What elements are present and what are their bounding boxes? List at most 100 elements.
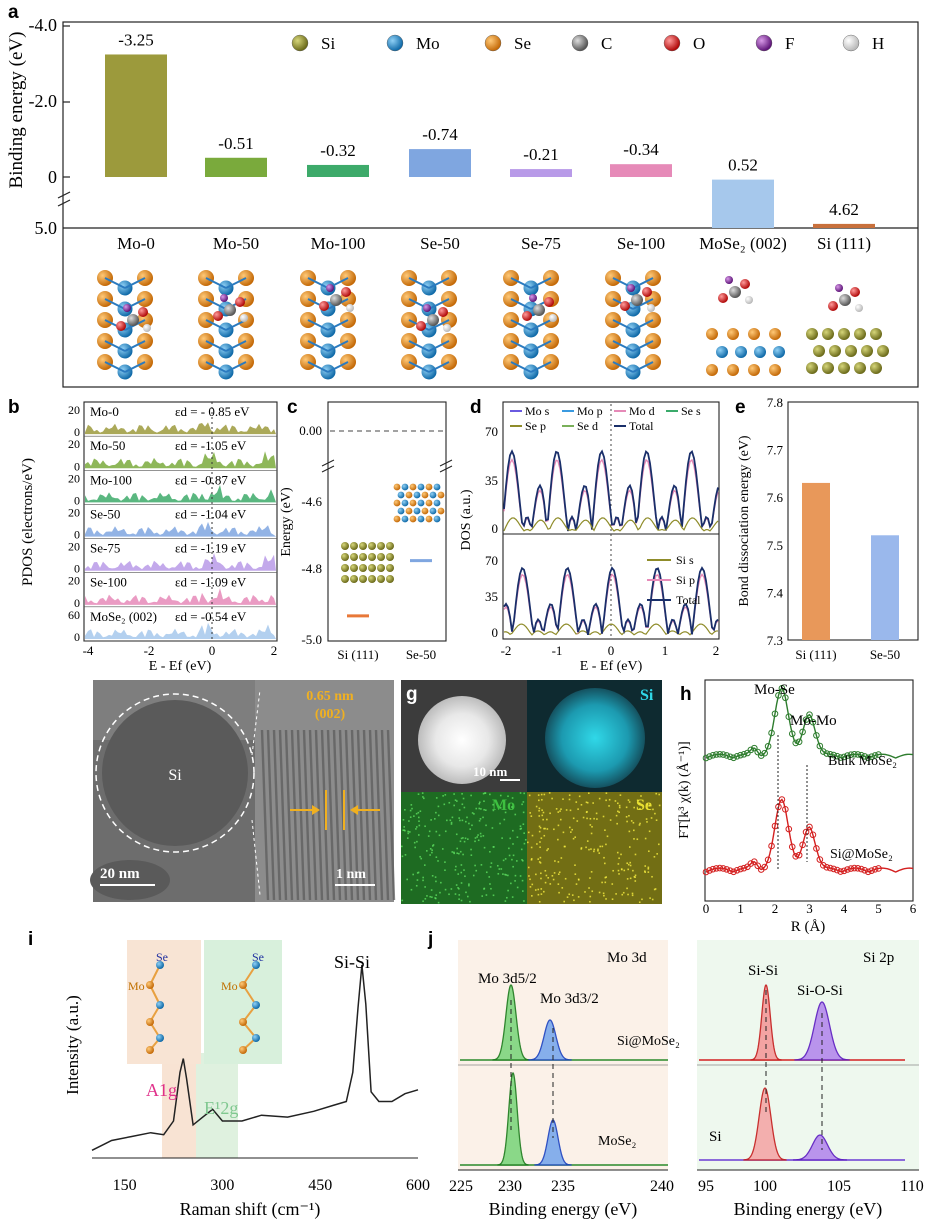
pdos-ytick: 20 [68, 471, 80, 485]
pdos-ytick: 20 [68, 403, 80, 417]
pdos-ytick: 0 [74, 596, 80, 610]
pdos-ytick: 0 [74, 562, 80, 576]
bar-value-label: -0.51 [218, 134, 253, 153]
xps-right-xtick: 110 [900, 1178, 923, 1195]
panel-i-xtick: 150 [113, 1177, 137, 1194]
panel-label-d: d [470, 397, 482, 418]
panel-a-category: Mo-100 [311, 234, 366, 253]
pdos-row-label: Se-100 [90, 575, 127, 590]
dos-curve [503, 517, 719, 532]
legend-label: Se [514, 34, 531, 53]
legend-label: O [693, 34, 705, 53]
panel-a-ytick: 5.0 [35, 218, 58, 238]
pdos-row-label: Mo-50 [90, 438, 125, 453]
panel-f: f Si 20 nm 0.65 nm (002) 1 nm [90, 680, 396, 902]
bar-6 [712, 179, 774, 228]
pdos-ed-value: εd = -0.54 eV [175, 609, 247, 624]
panel-a-category: Si (111) [817, 234, 871, 253]
panel-e: e Bond dissociation energy (eV) 7.8 7.7 7.… [735, 395, 919, 662]
xps-sample-bottom: MoSe₂ [598, 1134, 636, 1149]
panel-e-ytick: 7.7 [767, 443, 784, 458]
panel-h-xtick: 3 [806, 901, 813, 916]
xps-si-label: Si [709, 1129, 722, 1145]
xps-peak [792, 1134, 848, 1161]
haadf-particle [418, 696, 506, 784]
chain-atom-se: Se [252, 950, 264, 964]
bar-value-label: -0.34 [623, 140, 659, 159]
pdos-row-label: Mo-0 [90, 404, 119, 419]
dos-curve [503, 623, 719, 636]
panel-h-ylabel: FT[k³ χ(k) (Å⁻¹)] [676, 741, 692, 838]
panel-a-structures [97, 270, 889, 380]
panel-i: i Mo Se Mo Se Intensity (a.u.) Si-Si A1g E¹… [28, 929, 430, 1220]
curve-si-label: Si@MoSe₂ [830, 847, 893, 862]
bar-value-label: -0.21 [523, 145, 558, 164]
pdos-ytick: 0 [74, 528, 80, 542]
panel-i-xlabel: Raman shift (cm⁻¹) [180, 1199, 321, 1220]
pdos-area [85, 422, 276, 435]
pdos-ytick: 0 [74, 630, 80, 644]
exafs-bulk [705, 687, 914, 759]
xps-left-xlabel: Binding energy (eV) [489, 1199, 638, 1220]
panel-e-ytick: 7.5 [767, 538, 783, 553]
curve-bulk-label: Bulk MoSe₂ [828, 754, 897, 769]
bar-value-label: -0.74 [422, 125, 458, 144]
panel-a-ylabel: Binding energy (eV) [6, 32, 27, 189]
legend-label: Mo [416, 34, 440, 53]
panel-a-ytick: 0 [48, 167, 57, 187]
xps-right-xtick: 105 [827, 1178, 851, 1195]
panel-b: b PDOS (electrons/eV) Mo-0 εd = - 0.85 eV… [8, 397, 278, 674]
xps-sample-top: Si@MoSe₂ [617, 1034, 680, 1049]
dos-curve [503, 566, 719, 636]
pdos-row-label: Mo-100 [90, 472, 132, 487]
xps-right-xlabel: Binding energy (eV) [734, 1199, 883, 1220]
panel-d-xtick: 1 [662, 643, 669, 658]
bar-value-label: -3.25 [118, 30, 153, 49]
panel-b-xtick: 0 [209, 643, 216, 658]
bar-1 [205, 157, 267, 177]
panel-label-i: i [28, 929, 33, 950]
pdos-row-label: MoSe₂ (002) [90, 609, 157, 624]
panel-c-ytick: -4.6 [301, 494, 322, 509]
panel-a-category: Se-100 [617, 234, 665, 253]
pdos-area [85, 622, 276, 639]
si-si-label: Si-Si [748, 963, 778, 979]
peak-mo-mo: Mo-Mo [790, 713, 837, 729]
panel-e-frame [787, 401, 919, 641]
panel-d-xtick: 0 [608, 643, 615, 658]
si-o-si-label: Si-O-Si [797, 983, 843, 999]
panel-a-ytick: -4.0 [29, 15, 58, 35]
panel-i-ylabel: Intensity (a.u.) [63, 995, 82, 1095]
panel-h-xtick: 4 [841, 901, 848, 916]
si-particle [102, 700, 248, 846]
pdos-ed-value: εd = -1.05 eV [175, 438, 247, 453]
bar-value-label: 0.52 [728, 156, 758, 175]
pdos-area [85, 588, 276, 605]
bar-3 [409, 149, 471, 177]
peak-mo-se: Mo-Se [754, 682, 795, 698]
exafs-si-mose2 [705, 798, 914, 873]
lattice-plane: (002) [315, 707, 346, 722]
panel-a: a Binding energy (eV) -4.0 -2.0 0 5.0 -3… [6, 2, 919, 388]
panel-d-xtick: -1 [552, 643, 563, 658]
panel-label-g: g [406, 684, 418, 705]
xps-left-xtick: 235 [551, 1178, 575, 1195]
panel-e-ylabel: Bond dissociation energy (eV) [737, 435, 752, 607]
xps-left-title: Mo 3d [607, 950, 647, 966]
panel-i-xtick: 600 [406, 1177, 430, 1194]
panel-i-xtick: 450 [308, 1177, 332, 1194]
dos-legend-label: Total [629, 419, 654, 433]
pdos-ytick: 0 [74, 459, 80, 473]
panel-h: h FT[k³ χ(k) (Å⁻¹)] Mo-Se Mo-Mo Bulk MoS… [676, 679, 917, 935]
bde-bar-1 [871, 535, 899, 640]
xps-peak [497, 1071, 529, 1166]
panel-a-ytick: -2.0 [29, 91, 58, 111]
panel-d-ytick: 35 [485, 473, 498, 488]
peak-si-si: Si-Si [334, 952, 370, 972]
pdos-ed-value: εd = - 0.85 eV [175, 404, 250, 419]
panel-d-ytick: 70 [485, 424, 498, 439]
xps-peak [528, 1019, 572, 1061]
legend-si-icon [291, 34, 309, 52]
panel-h-xtick: 1 [737, 901, 744, 916]
panel-c-ytick: -5.0 [301, 632, 322, 647]
